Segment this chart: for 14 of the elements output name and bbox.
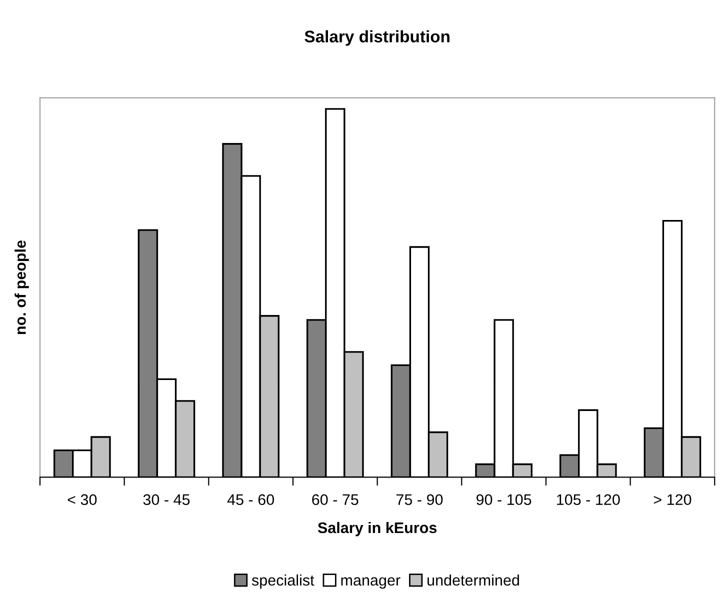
legend-label: undetermined xyxy=(428,574,519,586)
chart-title: Salary distribution xyxy=(304,30,450,46)
x-tick-label: < 30 xyxy=(68,494,97,506)
legend-label: specialist xyxy=(252,574,314,589)
x-tick-label: 105 - 120 xyxy=(557,494,620,506)
x-tick-label: 45 - 60 xyxy=(227,494,274,506)
x-tick-label: 30 - 45 xyxy=(143,494,190,506)
legend-label: manager xyxy=(341,577,400,589)
x-axis-title: Salary in kEuros xyxy=(318,522,437,536)
x-tick-label: 90 - 105 xyxy=(476,494,532,506)
x-tick-label: 75 - 90 xyxy=(396,494,443,506)
y-axis-title: no. of people xyxy=(14,240,29,334)
x-tick-label: > 120 xyxy=(654,494,692,506)
x-tick-label: 60 - 75 xyxy=(312,494,358,506)
